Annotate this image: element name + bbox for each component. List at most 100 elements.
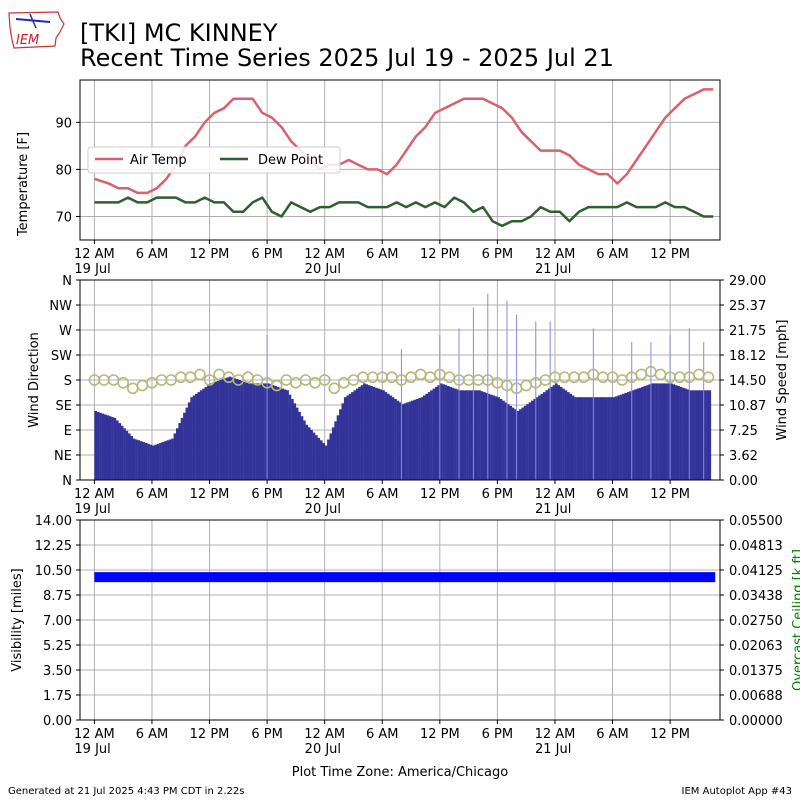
wind-direction-marker <box>635 368 648 381</box>
visibility-panel: 0.001.753.505.257.008.7510.5012.2514.00 … <box>10 514 800 757</box>
wind-speed-bar <box>538 395 541 480</box>
wind-speed-bar <box>701 390 704 480</box>
wind-speed-bar <box>617 395 620 480</box>
wind-gust-bars <box>266 293 705 480</box>
speed-tick-label: 10.87 <box>729 399 766 414</box>
wind-speed-bar <box>379 389 383 480</box>
wind-speed-bar <box>226 377 229 480</box>
wind-speed-bar <box>600 397 604 480</box>
temperature-x-ticks: 12 AM 6 AM 12 PM 6 PM 12 AM 6 AM 12 PM 6 PM 12 A… <box>74 240 690 277</box>
wind-speed-bar <box>610 397 613 480</box>
wind-direction-marker <box>203 374 216 386</box>
wind-speed-bar <box>128 433 131 480</box>
wind-speed-bar <box>372 386 376 480</box>
wind-speed-bar <box>204 386 208 480</box>
visibility-tick-label: 14.00 <box>35 514 72 529</box>
x-tick-label: 12 AM <box>304 247 345 262</box>
wind-speed-bar <box>365 384 369 480</box>
wind-direction-marker <box>577 371 590 384</box>
ceiling-tick-label: 0.02750 <box>729 614 783 629</box>
wind-direction-marker <box>443 371 456 384</box>
wind-speed-bar <box>648 384 652 480</box>
wind-speed-bar <box>432 388 436 480</box>
wind-speed-bar <box>557 385 560 480</box>
station-title: [TKI] MC KINNEY <box>80 19 278 47</box>
wind-speed-bar <box>250 383 253 480</box>
wind-speed-bar <box>140 441 143 480</box>
wind-speed-bar <box>183 412 186 480</box>
x-tick-label: 12 PM <box>420 487 460 502</box>
generated-footer: Generated at 21 Jul 2025 4:43 PM CDT in … <box>8 786 244 797</box>
wind-direction-marker <box>386 371 398 384</box>
wind-speed-bar <box>111 417 114 480</box>
ceiling-tick-label: 0.02063 <box>729 639 783 654</box>
wind-speed-bar <box>219 380 222 480</box>
wind-direction-marker <box>270 379 283 392</box>
wind-speed-bar <box>411 400 414 480</box>
wind-speed-bar <box>413 399 416 480</box>
wind-speed-bar <box>567 392 570 480</box>
wind-speed-bar <box>329 433 333 480</box>
wind-speed-bar <box>269 384 273 480</box>
wind-speed-bar <box>271 385 275 480</box>
wind-speed-bar <box>655 383 659 480</box>
direction-tick-label: SW <box>51 349 72 364</box>
wind-speed-bar <box>375 387 378 480</box>
wind-speed-bar <box>331 427 335 480</box>
wind-speed-bar <box>646 385 649 480</box>
wind-speed-bar <box>547 388 551 480</box>
wind-direction-marker <box>184 371 197 384</box>
wind-speed-bar <box>307 427 311 480</box>
wind-speed-bar <box>456 389 460 480</box>
dew-point-line <box>94 196 714 228</box>
wind-speed-bar <box>670 383 673 480</box>
visibility-tick-label: 7.00 <box>43 614 72 629</box>
wind-speed-bar <box>252 383 256 480</box>
wind-speed-bar <box>291 399 294 480</box>
wind-speed-bar <box>492 395 496 480</box>
wind-direction-marker <box>213 368 225 381</box>
wind-speed-bar <box>658 383 661 480</box>
wind-direction-marker <box>328 382 341 395</box>
temperature-y-ticks: 70 80 90 <box>55 116 80 225</box>
wind-speed-bar <box>586 397 589 480</box>
wind-speed-bar <box>216 380 220 480</box>
temperature-legend: Air Temp Dew Point <box>87 146 341 174</box>
wind-speed-bar <box>315 435 318 480</box>
wind-speed-bar <box>507 404 510 480</box>
wind-speed-bar <box>240 380 244 480</box>
visibility-tick-label: 5.25 <box>43 639 72 654</box>
legend-air-temp-label: Air Temp <box>130 153 187 168</box>
wind-speed-bar <box>382 390 385 480</box>
wind-speed-bar <box>104 414 107 480</box>
wind-speed-bar <box>228 376 232 480</box>
wind-speed-bar <box>514 409 517 480</box>
x-date-label: 20 Jul <box>305 502 341 517</box>
wind-speed-axis-label: Wind Speed [mph] <box>775 320 790 441</box>
wind-speed-bar <box>384 392 388 480</box>
x-tick-label: 12 AM <box>304 727 345 742</box>
wind-speed-bar <box>351 392 354 480</box>
wind-speed-bar <box>667 383 671 480</box>
wind-speed-bar <box>425 393 428 480</box>
wind-speed-bar <box>101 413 105 480</box>
wind-speed-bar <box>264 383 268 480</box>
wind-speed-bar <box>545 390 548 480</box>
x-date-label: 20 Jul <box>305 262 341 277</box>
wind-speed-bar <box>195 393 198 480</box>
wind-speed-bar <box>593 397 596 480</box>
x-tick-label: 6 PM <box>482 727 513 742</box>
wind-speed-bar <box>442 384 445 480</box>
wind-direction-marker <box>194 368 206 381</box>
wind-speed-bar <box>99 412 102 480</box>
wind-speed-bar <box>377 388 381 480</box>
wind-speed-bar <box>288 394 292 480</box>
wind-direction-marker <box>597 371 609 384</box>
wind-speed-bar <box>523 405 527 480</box>
wind-speed-bar <box>619 394 623 480</box>
wind-speed-bar <box>471 390 474 480</box>
wind-speed-bar <box>334 421 337 480</box>
wind-speed-bar <box>569 393 572 480</box>
wind-speed-bar <box>451 387 455 480</box>
x-tick-label: 6 AM <box>596 727 629 742</box>
